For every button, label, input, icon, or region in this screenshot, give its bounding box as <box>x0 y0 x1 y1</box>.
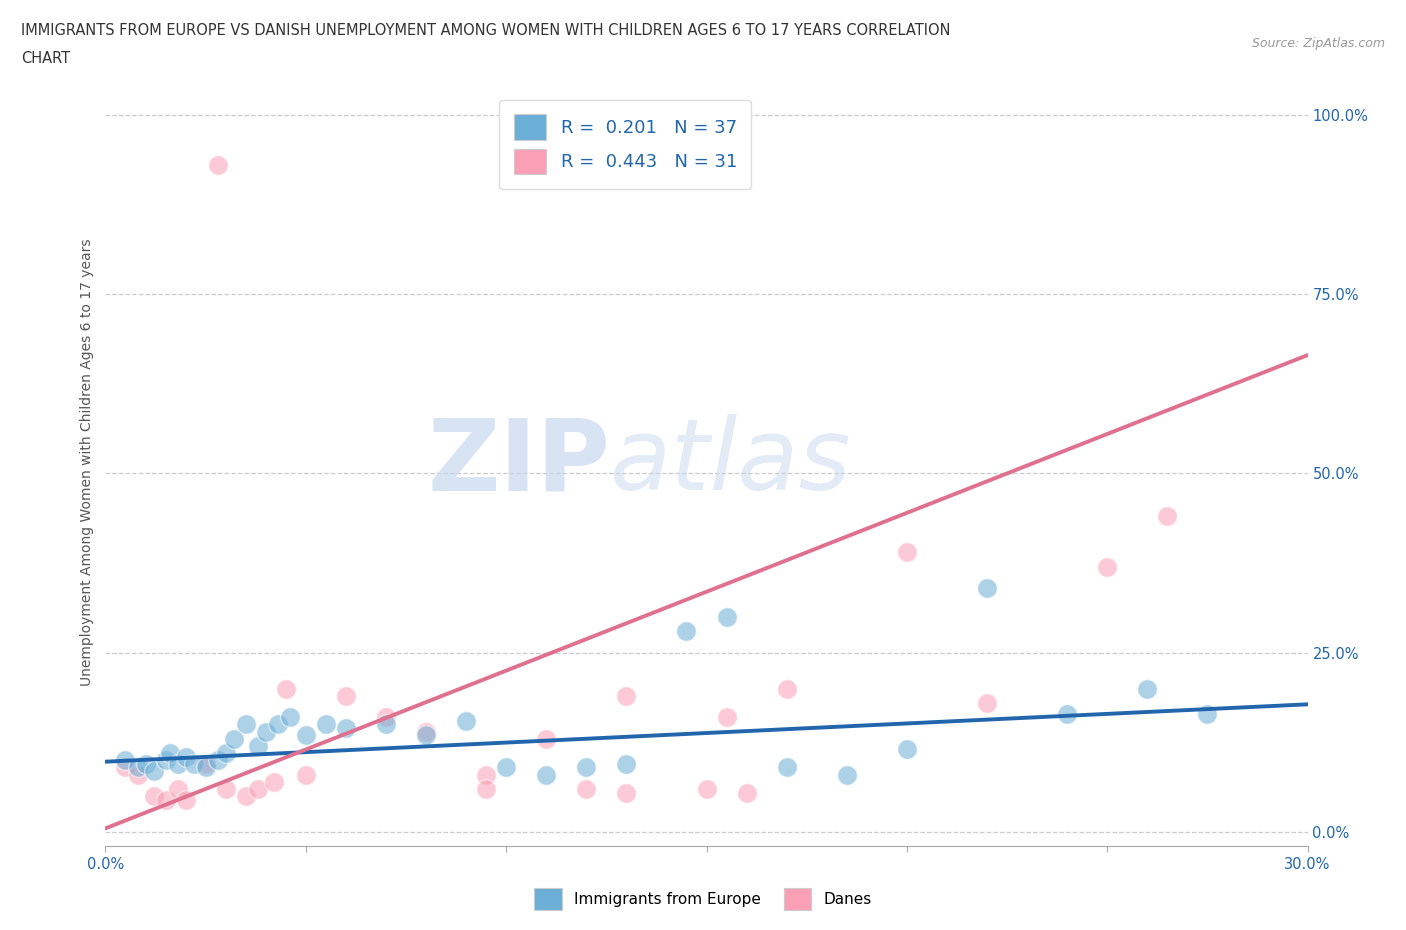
Point <box>1197 706 1219 721</box>
Point <box>183 756 205 771</box>
Point <box>194 756 217 771</box>
Point <box>675 624 697 639</box>
Point <box>616 688 638 703</box>
Point <box>155 752 177 767</box>
Point <box>776 760 799 775</box>
Point <box>616 756 638 771</box>
Point <box>174 750 197 764</box>
Y-axis label: Unemployment Among Women with Children Ages 6 to 17 years: Unemployment Among Women with Children A… <box>80 239 94 686</box>
Point <box>166 781 188 796</box>
Point <box>246 781 269 796</box>
Point <box>716 710 738 724</box>
Point <box>716 609 738 624</box>
Point <box>1056 706 1078 721</box>
Point <box>155 792 177 807</box>
Point <box>776 681 799 696</box>
Point <box>696 781 718 796</box>
Point <box>174 792 197 807</box>
Point <box>575 781 598 796</box>
Point <box>127 760 149 775</box>
Text: ZIP: ZIP <box>427 414 610 512</box>
Point <box>374 717 398 732</box>
Point <box>295 767 318 782</box>
Point <box>1136 681 1159 696</box>
Point <box>135 756 157 771</box>
Point <box>315 717 337 732</box>
Point <box>534 767 557 782</box>
Point <box>454 713 477 728</box>
Point <box>475 767 498 782</box>
Point <box>142 789 165 804</box>
Point <box>374 710 398 724</box>
Text: atlas: atlas <box>610 414 852 512</box>
Point <box>896 742 918 757</box>
Point <box>415 727 437 742</box>
Point <box>222 731 245 746</box>
Point <box>1156 509 1178 524</box>
Text: Source: ZipAtlas.com: Source: ZipAtlas.com <box>1251 37 1385 50</box>
Point <box>415 724 437 739</box>
Point <box>534 731 557 746</box>
Point <box>214 781 236 796</box>
Point <box>263 775 285 790</box>
Point <box>335 688 357 703</box>
Point <box>127 767 149 782</box>
Point <box>235 717 257 732</box>
Point <box>278 710 301 724</box>
Point <box>166 756 188 771</box>
Point <box>475 781 498 796</box>
Point <box>214 746 236 761</box>
Point <box>246 738 269 753</box>
Point <box>976 580 998 595</box>
Point <box>575 760 598 775</box>
Point <box>1097 559 1119 574</box>
Point <box>267 717 290 732</box>
Point <box>142 764 165 778</box>
Point <box>616 785 638 800</box>
Point <box>735 785 758 800</box>
Point <box>835 767 858 782</box>
Point <box>207 158 229 173</box>
Point <box>114 760 136 775</box>
Point <box>235 789 257 804</box>
Legend: Immigrants from Europe, Danes: Immigrants from Europe, Danes <box>527 881 879 918</box>
Point <box>896 545 918 560</box>
Point <box>207 752 229 767</box>
Point <box>495 760 517 775</box>
Point <box>274 681 297 696</box>
Point <box>114 752 136 767</box>
Text: CHART: CHART <box>21 51 70 66</box>
Point <box>295 727 318 742</box>
Point <box>976 696 998 711</box>
Point <box>159 746 181 761</box>
Point <box>335 721 357 736</box>
Legend: R =  0.201   N = 37, R =  0.443   N = 31: R = 0.201 N = 37, R = 0.443 N = 31 <box>499 100 751 189</box>
Point <box>254 724 277 739</box>
Point <box>194 760 217 775</box>
Text: IMMIGRANTS FROM EUROPE VS DANISH UNEMPLOYMENT AMONG WOMEN WITH CHILDREN AGES 6 T: IMMIGRANTS FROM EUROPE VS DANISH UNEMPLO… <box>21 23 950 38</box>
